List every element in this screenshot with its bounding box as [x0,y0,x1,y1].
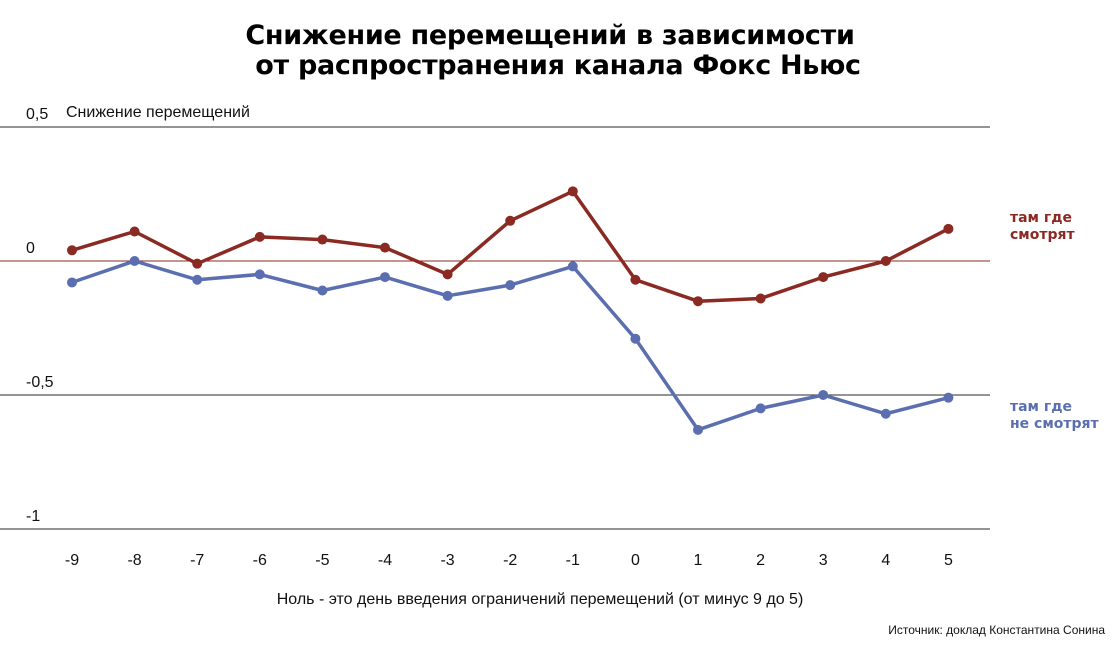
data-point [630,274,641,285]
legend-label-1-line-2: смотрят [1010,227,1075,243]
x-tick-label: 4 [881,552,890,569]
source-note: Источник: доклад Константина Сонина [888,623,1105,637]
data-point [129,256,140,266]
data-point [129,226,140,237]
data-point [442,290,453,301]
x-tick-label: -6 [253,552,267,569]
data-point [567,261,578,272]
data-point [67,245,77,256]
y-axis-label: Снижение перемещений [66,104,250,121]
y-tick-labels: 0,5 0 -0,5 -1 [26,106,54,525]
data-point [192,274,203,285]
x-tick-label: -3 [440,552,454,569]
data-point [505,215,516,226]
data-point [567,186,578,197]
data-point [192,258,203,269]
x-tick-label: 2 [756,552,765,569]
legend-label-1-line-1: там где [1010,210,1072,226]
x-tick-label: 0 [631,552,640,569]
data-point [693,296,703,307]
x-tick-label: -4 [378,552,392,569]
data-point [693,424,703,435]
data-point [943,223,954,234]
data-point [630,333,641,344]
y-tick-label: 0 [26,240,35,257]
data-point [317,285,328,296]
grid-lines [0,126,990,530]
x-tick-label: 1 [694,552,703,569]
data-point [254,269,265,280]
legend-label-2-line-1: там где [1010,399,1072,415]
data-point [442,269,453,280]
x-tick-label: -1 [566,552,580,569]
series-group [67,186,954,435]
data-point [380,242,390,253]
x-tick-label: 5 [944,552,953,569]
data-point [254,231,265,242]
x-tick-label: -8 [127,552,141,569]
data-point [818,390,829,400]
data-point [755,403,766,414]
x-tick-label: -5 [315,552,329,569]
x-tick-label: -7 [190,552,204,569]
data-point [755,293,766,304]
x-tick-label: -2 [503,552,517,569]
data-point [67,277,77,288]
data-point [818,272,829,283]
data-point [943,392,954,403]
x-axis-label: Ноль - это день введения ограничений пер… [277,591,804,608]
x-tick-label: -9 [65,552,79,569]
data-point [380,272,390,283]
y-tick-label: -1 [26,508,40,525]
chart-title-line-1: Снижение перемещений в зависимости [245,20,855,51]
chart-title-line-2: от распространения канала Фокс Ньюс [255,50,861,81]
y-tick-label: 0,5 [26,106,48,123]
data-point [317,234,328,245]
data-point [880,408,891,419]
y-tick-label: -0,5 [26,374,54,391]
legend-label-2-line-2: не смотрят [1010,416,1100,432]
x-tick-labels: -9 -8 -7 -6 -5 -4 -3 -2 -1 0 1 2 3 4 5 [65,552,953,569]
x-tick-label: 3 [819,552,828,569]
data-point [505,280,516,291]
data-point [880,256,891,266]
